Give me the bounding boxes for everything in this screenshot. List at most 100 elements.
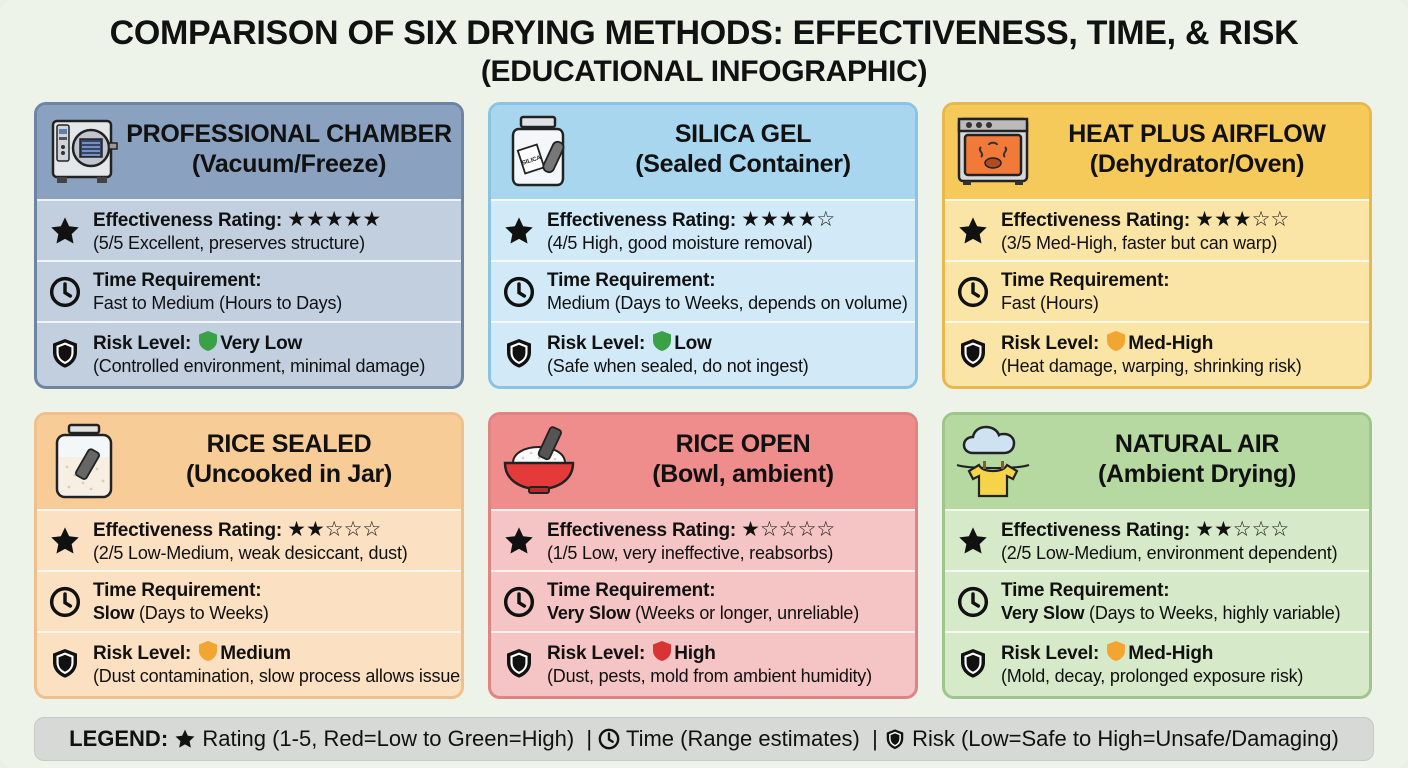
card-title: RICE OPEN (Bowl, ambient) [577,429,909,489]
effectiveness-detail: (3/5 Med-High, faster but can warp) [1001,233,1278,253]
time-detail: (Days to Weeks, highly variable) [1084,603,1341,623]
star-rating: ★★★★★ [287,208,382,231]
time-row: Time Requirement: Fast to Medium (Hours … [37,260,461,321]
star-icon [505,527,533,554]
risk-value: Very Low [220,333,303,354]
risk-value: Low [674,333,712,354]
effectiveness-row: Effectiveness Rating: ★★★★★ (5/5 Excelle… [37,199,461,260]
star-icon [51,217,79,244]
risk-shield-icon [1107,641,1126,661]
effectiveness-label: Effectiveness Rating: [93,520,283,541]
time-label: Time Requirement: [93,580,262,601]
card-header: PROFESSIONAL CHAMBER (Vacuum/Freeze) [37,105,461,199]
effectiveness-row: Effectiveness Rating: ★★☆☆☆ (2/5 Low-Med… [945,509,1369,570]
card-title-name: RICE SEALED [206,430,372,458]
star-icon [175,729,195,748]
time-detail: Medium (Days to Weeks, depends on volume… [547,293,908,313]
card-title-sub: (Dehydrator/Oven) [1089,150,1305,178]
card-title-name: PROFESSIONAL CHAMBER [126,120,452,148]
time-label: Time Requirement: [1001,270,1170,291]
method-card: RICE SEALED (Uncooked in Jar) Effectiven… [34,412,464,699]
card-title-sub: (Ambient Drying) [1098,460,1296,488]
star-rating: ★★☆☆☆ [287,518,382,541]
time-row: Time Requirement: Fast (Hours) [945,260,1369,321]
effectiveness-detail: (1/5 Low, very ineffective, reabsorbs) [547,543,834,563]
clock-icon [503,586,535,618]
risk-label: Risk Level: [547,333,646,354]
star-rating: ★★☆☆☆ [1195,518,1290,541]
card-title-name: NATURAL AIR [1114,430,1280,458]
card-title: HEAT PLUS AIRFLOW (Dehydrator/Oven) [1031,119,1363,179]
time-row: Time Requirement: Very Slow (Days to Wee… [945,570,1369,631]
legend-rating: Rating (1-5, Red=Low to Green=High) [202,726,575,751]
risk-shield-icon [653,331,672,351]
method-card: HEAT PLUS AIRFLOW (Dehydrator/Oven) Effe… [942,102,1372,389]
legend-bar: LEGEND: Rating (1-5, Red=Low to Green=Hi… [34,717,1374,761]
time-detail: (Weeks or longer, unreliable) [630,603,860,623]
effectiveness-label: Effectiveness Rating: [547,520,737,541]
method-card: PROFESSIONAL CHAMBER (Vacuum/Freeze) Eff… [34,102,464,389]
risk-row: Risk Level: Med-High (Mold, decay, prolo… [945,631,1369,696]
risk-row: Risk Level: Medium (Dust contamination, … [37,631,461,696]
method-card: NATURAL AIR (Ambient Drying) Effectivene… [942,412,1372,699]
effectiveness-label: Effectiveness Rating: [93,210,283,231]
risk-label: Risk Level: [93,643,192,664]
clock-icon [49,276,81,308]
star-rating: ★☆☆☆☆ [741,518,836,541]
star-icon [51,527,79,554]
card-title: RICE SEALED (Uncooked in Jar) [123,429,455,489]
risk-row: Risk Level: Low (Safe when sealed, do no… [491,321,915,386]
clock-icon [598,728,620,750]
shield-icon [507,339,531,368]
clock-icon [503,276,535,308]
risk-detail: (Dust, pests, mold from ambient humidity… [547,666,872,686]
star-icon [505,217,533,244]
time-detail: Fast to Medium (Hours to Days) [93,293,343,313]
risk-detail: (Heat damage, warping, shrinking risk) [1001,356,1302,376]
legend-separator: | [586,726,593,751]
rice-bowl-icon [501,423,577,499]
rice-jar-icon [47,423,123,499]
shield-icon [507,649,531,678]
shield-icon [961,339,985,368]
card-title-sub: (Vacuum/Freeze) [191,150,387,178]
shield-icon [53,649,77,678]
card-header: RICE OPEN (Bowl, ambient) [491,415,915,509]
oven-icon [955,113,1031,189]
card-title: NATURAL AIR (Ambient Drying) [1031,429,1363,489]
star-icon [959,217,987,244]
risk-row: Risk Level: High (Dust, pests, mold from… [491,631,915,696]
effectiveness-row: Effectiveness Rating: ★☆☆☆☆ (1/5 Low, ve… [491,509,915,570]
star-icon [959,527,987,554]
effectiveness-detail: (2/5 Low-Medium, weak desiccant, dust) [93,543,408,563]
method-card: SILICA SILICA GEL (Sealed Container) Eff… [488,102,918,389]
card-header: HEAT PLUS AIRFLOW (Dehydrator/Oven) [945,105,1369,199]
time-row: Time Requirement: Slow (Days to Weeks) [37,570,461,631]
card-title: SILICA GEL (Sealed Container) [577,119,909,179]
risk-shield-icon [653,641,672,661]
risk-label: Risk Level: [1001,643,1100,664]
card-title-name: RICE OPEN [675,430,811,458]
risk-value: High [674,643,716,664]
risk-shield-icon [1107,331,1126,351]
card-title-name: HEAT PLUS AIRFLOW [1068,120,1326,148]
legend-risk: Risk (Low=Safe to High=Unsafe/Damaging) [912,726,1339,751]
risk-label: Risk Level: [1001,333,1100,354]
effectiveness-label: Effectiveness Rating: [547,210,737,231]
legend-separator: | [872,726,878,751]
clock-icon [49,586,81,618]
clock-icon [957,586,989,618]
risk-value: Med-High [1128,643,1214,664]
risk-row: Risk Level: Med-High (Heat damage, warpi… [945,321,1369,386]
time-emphasis: Slow [93,603,135,623]
star-rating: ★★★★☆ [741,208,836,231]
risk-label: Risk Level: [93,333,192,354]
card-header: NATURAL AIR (Ambient Drying) [945,415,1369,509]
effectiveness-detail: (4/5 High, good moisture removal) [547,233,813,253]
shield-icon [53,339,77,368]
legend-title: LEGEND: [69,726,169,751]
shield-icon [886,729,904,750]
effectiveness-detail: (5/5 Excellent, preserves structure) [93,233,365,253]
silica-packet-label: SILICA [521,155,542,167]
card-title-sub: (Uncooked in Jar) [185,460,393,488]
